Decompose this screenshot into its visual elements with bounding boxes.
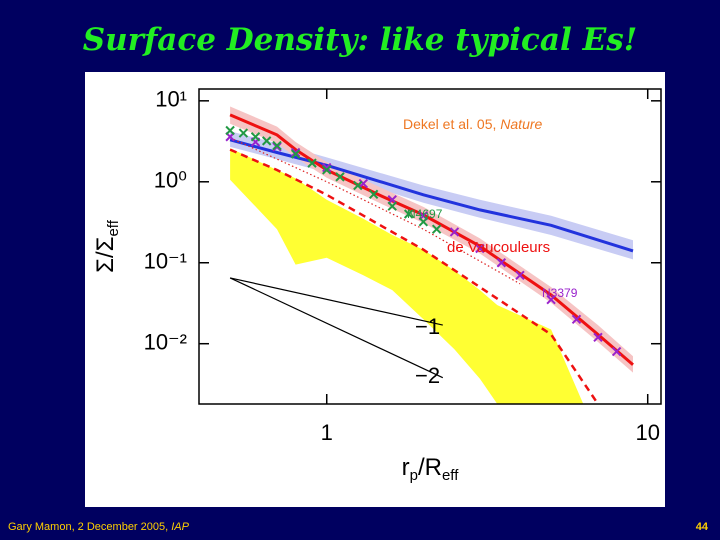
marker (418, 217, 429, 227)
marker-cross (290, 149, 301, 159)
band (230, 131, 633, 260)
marker-cross (250, 132, 261, 142)
marker (238, 128, 249, 138)
marker (272, 140, 282, 151)
marker-cross (353, 180, 363, 191)
marker (546, 294, 556, 305)
marker (431, 224, 442, 234)
marker-cross (272, 140, 282, 151)
marker (261, 136, 272, 146)
marker (496, 258, 507, 268)
page-number: 44 (695, 521, 708, 533)
marker (322, 162, 332, 173)
marker-cross (571, 314, 582, 325)
marker-cross (261, 136, 272, 146)
y-axis-label: Σ/Σeff (92, 219, 122, 273)
series-line (229, 148, 600, 404)
marker (322, 165, 332, 175)
footer: Gary Mamon, 2 December 2005, IAP (8, 521, 189, 533)
marker-cross (368, 189, 379, 200)
marker-cross (418, 217, 429, 227)
marker-cross (290, 147, 301, 158)
marker (250, 132, 261, 142)
marker-cross (496, 258, 507, 268)
citation-journal: Nature (500, 116, 542, 132)
marker-cross (475, 243, 485, 254)
series-line (229, 277, 444, 379)
marker (611, 346, 622, 357)
marker (335, 172, 345, 182)
y-label-sub: eff (105, 219, 122, 236)
marker-cross (322, 165, 332, 175)
marker-cross (431, 224, 442, 234)
marker-cross (515, 270, 525, 280)
band (230, 148, 584, 404)
marker-cross (611, 346, 622, 357)
marker-cross (403, 209, 414, 219)
marker-cross (322, 162, 332, 173)
x-tick-label: 1 (321, 420, 333, 445)
marker-cross (546, 294, 556, 305)
series-line (229, 138, 634, 253)
axes-frame (198, 88, 662, 405)
x-label-sub2: eff (442, 467, 459, 484)
x-label-rest: /R (418, 454, 442, 481)
series-line (229, 277, 443, 326)
marker-cross (335, 172, 345, 182)
marker-cross (449, 227, 460, 237)
marker (403, 209, 414, 219)
marker (225, 125, 235, 136)
x-label-sub: p (410, 467, 418, 484)
x-label-main: r (402, 454, 410, 481)
marker (290, 147, 301, 158)
marker-cross (387, 201, 397, 211)
marker (387, 201, 397, 211)
marker-cross (358, 178, 369, 189)
marker (307, 158, 317, 168)
panel-background (85, 72, 665, 507)
citation-text: Dekel et al. 05, (403, 116, 500, 132)
series-line (229, 137, 521, 285)
marker (515, 270, 525, 280)
marker (449, 227, 460, 237)
citation: Dekel et al. 05, Nature (403, 116, 543, 132)
marker-cross (225, 125, 235, 136)
x-tick-label: 10 (635, 420, 659, 445)
marker-cross (238, 128, 249, 138)
slide-title: Surface Density: like typical Es! (82, 22, 638, 58)
marker (358, 178, 369, 189)
annotation: N3379 (542, 286, 578, 300)
marker (368, 189, 379, 200)
marker (290, 149, 301, 159)
marker (475, 243, 485, 254)
y-label-main: Σ/Σ (92, 237, 119, 273)
y-tick-label: 10⁻¹ (144, 249, 187, 274)
y-tick-label: 10¹ (155, 87, 187, 112)
annotation: −1 (415, 314, 440, 339)
series-line (229, 113, 634, 366)
marker (571, 314, 582, 325)
x-axis-label: rp/Reff (402, 454, 460, 484)
footer-text: Gary Mamon, 2 December 2005, (8, 521, 172, 533)
y-tick-label: 10⁰ (154, 168, 187, 193)
y-tick-label: 10⁻² (144, 330, 187, 355)
footer-institute: IAP (171, 521, 189, 533)
annotation: −2 (415, 363, 440, 388)
marker-cross (307, 158, 317, 168)
annotation: N4697 (407, 207, 443, 221)
marker (593, 332, 603, 343)
marker-cross (593, 332, 603, 343)
marker (353, 180, 363, 191)
annotation: de Vaucouleurs (447, 239, 550, 256)
plot-area (225, 106, 634, 404)
